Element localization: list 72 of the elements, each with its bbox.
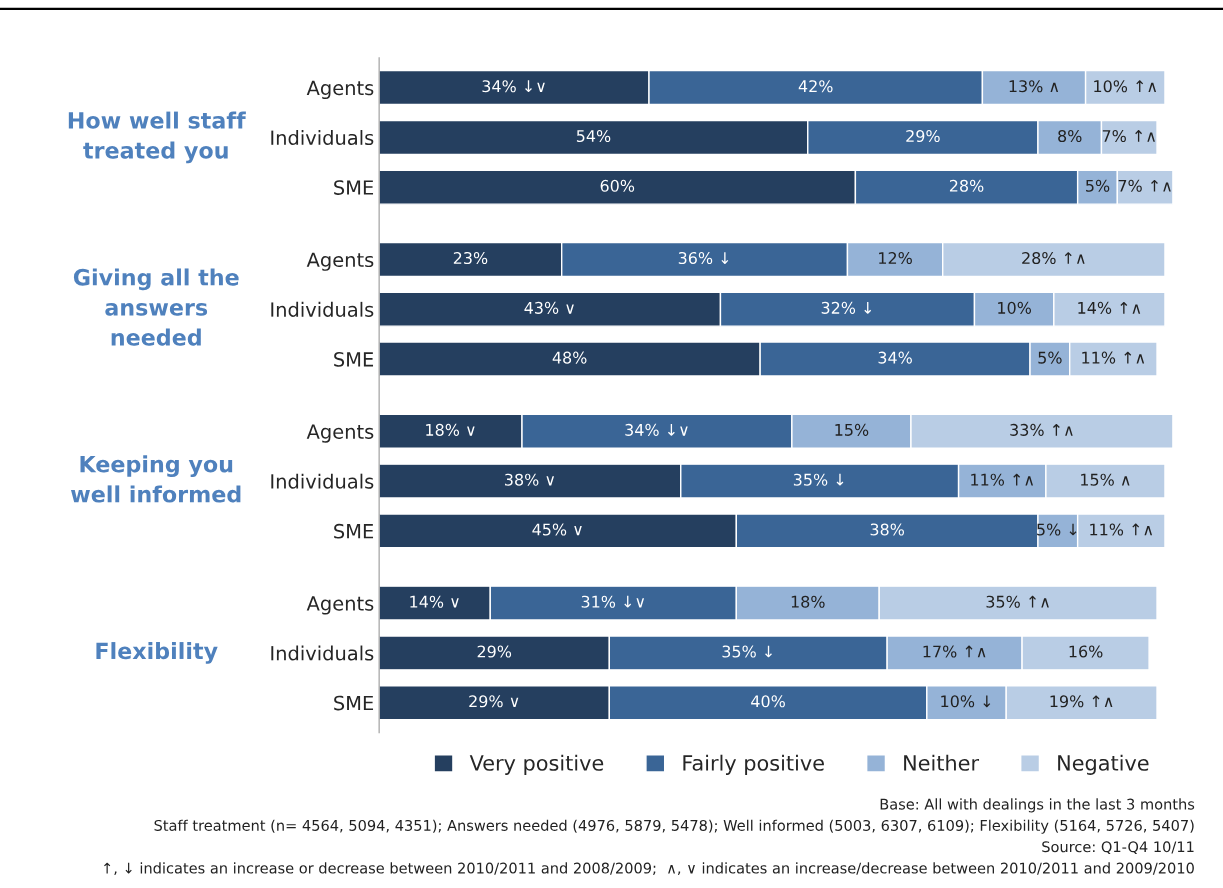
text: Flexibility (96, 642, 218, 664)
data-label: 15% (835, 423, 869, 436)
y-tick-label: SME (334, 695, 374, 711)
y-tick-label: SME (334, 352, 374, 367)
legend-label: Very positive (469, 754, 604, 775)
text: Giving all the answers needed (73, 268, 239, 346)
data-label: 34% ↓∨ (625, 423, 688, 436)
data-label: 11% ↑∧ (1082, 351, 1145, 364)
data-label: 23% (453, 251, 488, 265)
data-label: 34% ↓∨ (482, 80, 545, 93)
source-note: Source: Q1-Q4 10/11 (1042, 841, 1194, 854)
text: Staff treatment (n= 4564, 5094, 4351); Answers needed (4976, 5879, 5478); Well informed (5003, 6307, 6109); Flexibility (5164, 5726, 5407) (154, 819, 1194, 834)
data-label: 18% (791, 595, 825, 608)
y-tick-label: Individuals (271, 301, 374, 317)
data-label: 48% (552, 351, 587, 364)
data-label: 13% ∧ (1009, 80, 1059, 93)
y-tick-label: SME (334, 523, 374, 539)
data-label: 42% (798, 80, 833, 93)
data-label: 10% ↑∧ (1094, 80, 1157, 93)
text: Base: All with dealings in the last 3 months (880, 798, 1195, 813)
data-label: 43% ∨ (524, 301, 574, 314)
data-label: 36% ↓ (678, 251, 729, 265)
legend-label: Negative (1058, 754, 1149, 775)
data-label: 29% ∨ (469, 695, 519, 708)
data-label: 29% (906, 129, 940, 143)
data-label: 12% (879, 251, 912, 265)
data-label: 38% ∨ (505, 473, 555, 486)
data-label: 35% ↓ (793, 473, 844, 486)
data-label: 33% ↑∧ (1010, 423, 1073, 436)
y-tick-label: Individuals (271, 645, 374, 661)
data-label: 18% ∨ (426, 423, 475, 436)
data-label: 5% (1086, 179, 1110, 192)
data-label: 14% ↑∧ (1078, 301, 1141, 314)
y-tick-label: Agents (306, 252, 374, 271)
data-label: 5% ↓ (1037, 523, 1077, 536)
data-label: 7% ↑∧ (1118, 179, 1171, 192)
data-label: 11% ↑∧ (1090, 523, 1153, 536)
y-tick-label: Individuals (271, 473, 374, 489)
data-label: 29% (477, 645, 512, 658)
y-tick-label: SME (334, 180, 374, 195)
data-label: 35% ↓ (722, 645, 772, 658)
y-tick-label: Agents (306, 596, 374, 615)
y-tick-label: Agents (306, 80, 374, 100)
data-label: 35% ↑∧ (986, 595, 1049, 608)
legend-label: Neither (904, 754, 980, 771)
data-label: 19% ↑∧ (1050, 695, 1113, 708)
data-label: 17% ↑∧ (923, 645, 986, 658)
text: ↑, ↓ indicates an increase or decrease between 2010/2011 and 2008/2009; ∧, ∨ indicates an increase/decrease between 2010/2011 and 2009/2010 (104, 862, 1194, 876)
data-label: 32% ↓ (821, 301, 872, 314)
y-tick-label: Individuals (271, 130, 374, 146)
data-label: 8% (1058, 129, 1082, 143)
data-label: 11% ↑∧ (971, 473, 1034, 486)
data-label: 28% ↑∧ (1022, 251, 1085, 265)
data-label: 54% (576, 129, 611, 143)
text: Keeping you well informed (71, 455, 241, 503)
data-label: 28% (949, 179, 984, 192)
data-label: 14% ∨ (410, 595, 459, 608)
data-label: 16% (1069, 645, 1103, 658)
data-label: 45% ∨ (532, 523, 582, 536)
data-label: 5% (1038, 351, 1062, 364)
data-label: 40% (751, 695, 785, 708)
y-tick-label: Agents (306, 424, 374, 443)
data-label: 7% ↑∧ (1102, 129, 1155, 143)
data-label: 31% ↓∨ (581, 595, 645, 608)
text: How well staff treated you (68, 111, 246, 164)
data-label: 15% ∧ (1081, 473, 1130, 486)
data-label: 38% (870, 523, 905, 536)
data-label: 60% (600, 179, 635, 192)
data-label: 10% (998, 301, 1032, 314)
data-label: 10% ↓ (941, 695, 991, 708)
data-label: 34% (878, 351, 912, 364)
legend-label: Fairly positive (683, 754, 824, 775)
